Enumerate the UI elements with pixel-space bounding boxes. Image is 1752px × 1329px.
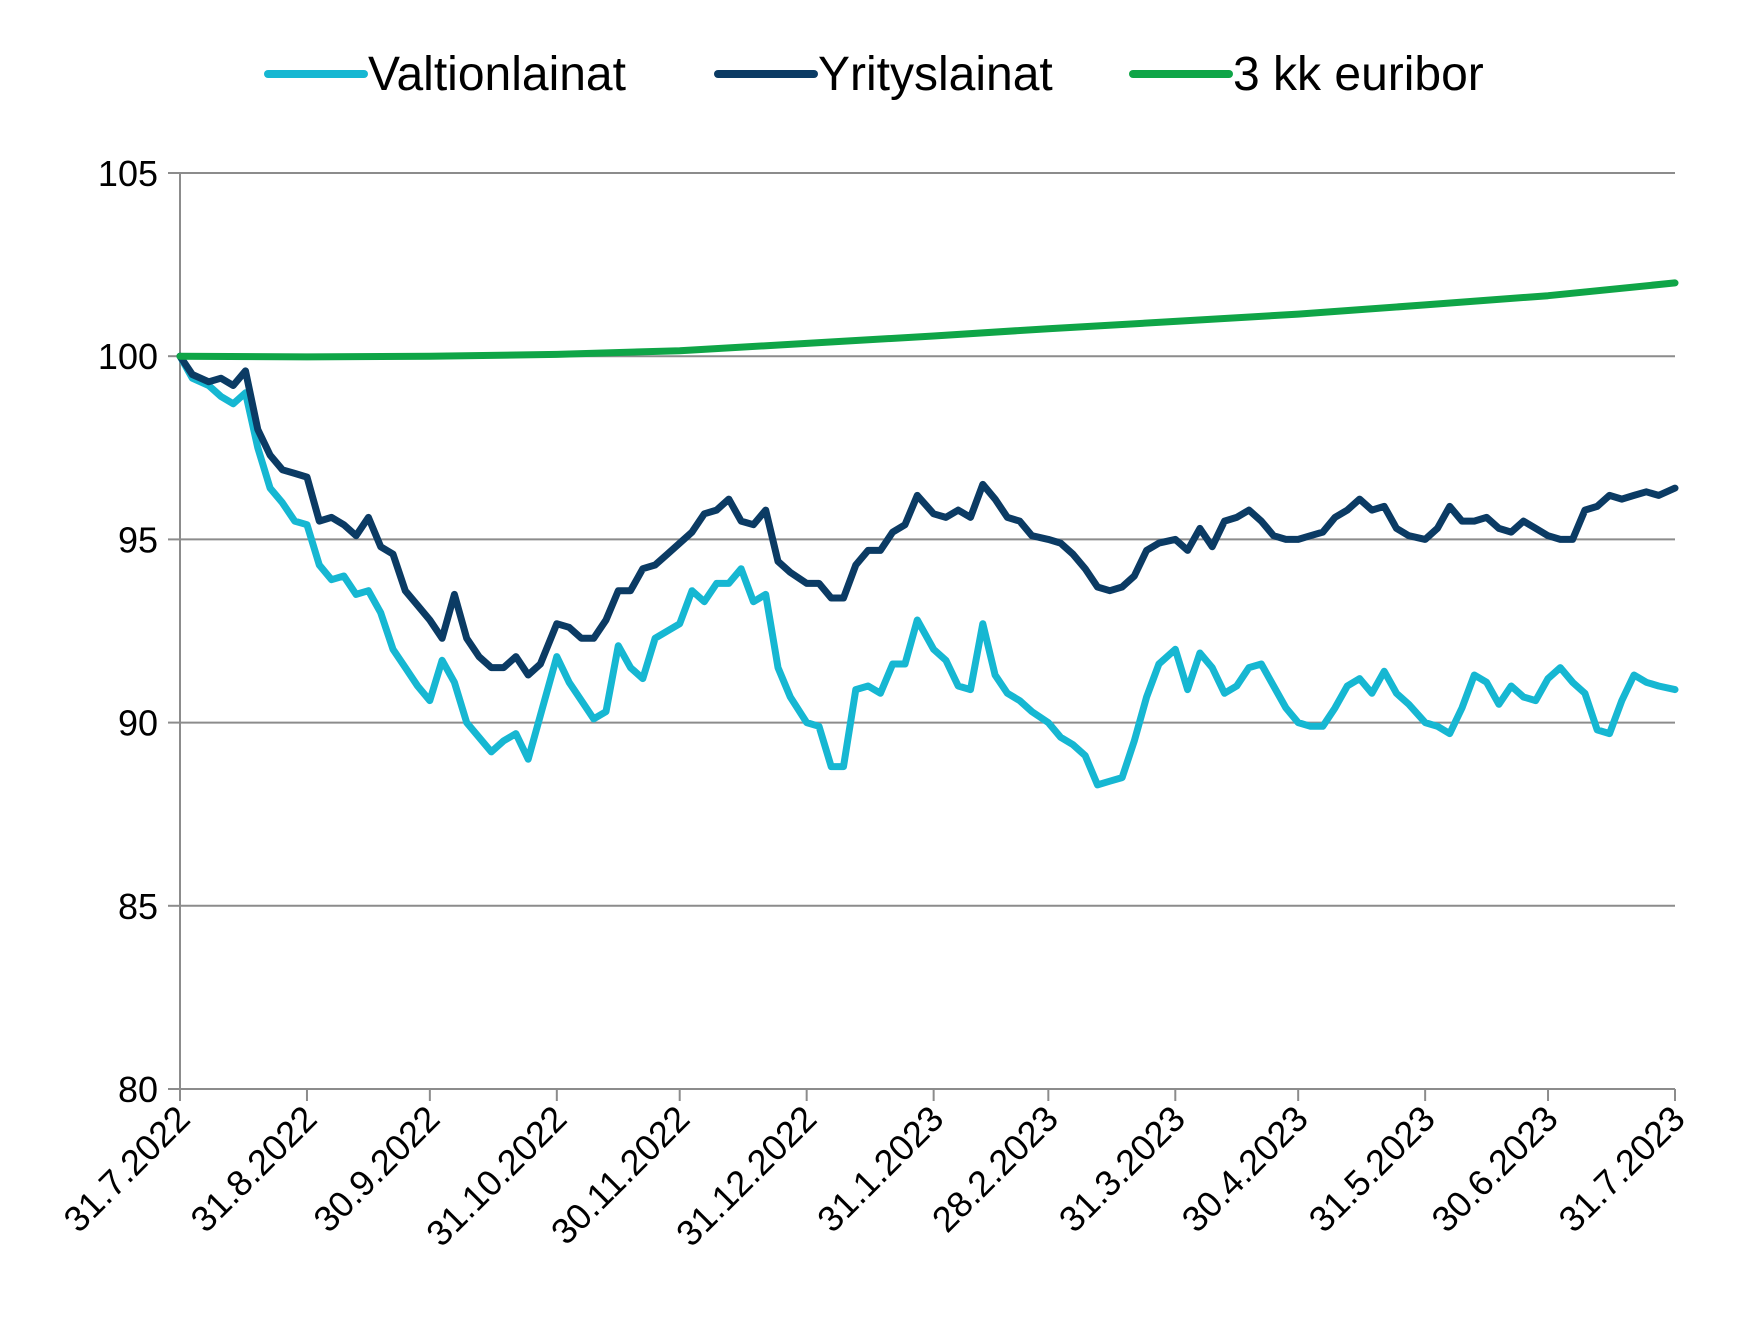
x-axis-ticks: 31.7.202231.8.202230.9.202231.10.202230.…: [55, 1089, 1693, 1254]
x-tick-label: 31.3.2023: [1051, 1098, 1193, 1240]
x-tick-label: 31.7.2023: [1550, 1098, 1692, 1240]
x-tick-label: 28.2.2023: [924, 1098, 1066, 1240]
series-lines: [176, 279, 1679, 789]
legend-label: Valtionlainat: [368, 48, 626, 101]
series-line: [176, 279, 1679, 361]
y-tick-label: 90: [118, 703, 158, 744]
y-axis-ticks: 80 85 90 95 100 105: [98, 153, 180, 1110]
x-tick-label: 30.4.2023: [1174, 1098, 1316, 1240]
x-tick-label: 31.5.2023: [1301, 1098, 1443, 1240]
gridlines: [180, 172, 1675, 907]
x-tick-label: 31.7.2022: [55, 1098, 197, 1240]
y-tick-label: 95: [118, 519, 158, 560]
axes: [179, 173, 1675, 1090]
legend-label: 3 kk euribor: [1233, 48, 1484, 101]
x-tick-label: 31.8.2022: [182, 1098, 324, 1240]
x-tick-label: 31.1.2023: [809, 1098, 951, 1240]
y-tick-label: 85: [118, 886, 158, 927]
y-tick-label: 100: [98, 336, 158, 377]
series-line: [176, 352, 1679, 679]
y-tick-label: 105: [98, 153, 158, 194]
x-tick-label: 30.6.2023: [1423, 1098, 1565, 1240]
series-line: [176, 352, 1679, 789]
y-tick-label: 80: [118, 1069, 158, 1110]
legend: Valtionlainat Yrityslainat 3 kk euribor: [264, 48, 1484, 101]
legend-label: Yrityslainat: [818, 48, 1053, 101]
